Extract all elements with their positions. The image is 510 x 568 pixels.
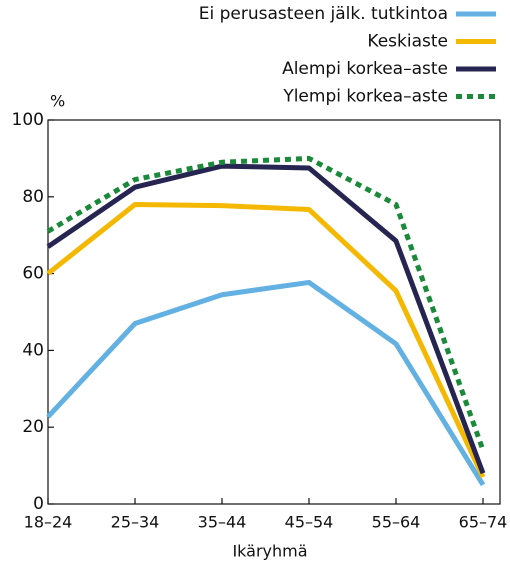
x-tick-label: 65–74: [459, 513, 508, 532]
x-tick-label: 18–24: [24, 513, 73, 532]
x-axis-title: Ikäryhmä: [232, 542, 307, 561]
x-tick-label: 35–44: [198, 513, 247, 532]
series-line: [46, 163, 486, 475]
x-tick-label: 25–34: [111, 513, 160, 532]
legend-label: Ei perusasteen jälk. tutkintoa: [199, 4, 448, 24]
x-tick-label: 55–64: [372, 513, 421, 532]
y-tick-label: 20: [22, 417, 44, 437]
y-tick-label: 60: [22, 264, 44, 284]
legend-label: Alempi korkea–aste: [282, 59, 448, 79]
y-tick-label: 100: [12, 110, 44, 130]
series-line: [46, 155, 486, 452]
legend-label: Keskiaste: [367, 32, 448, 52]
y-tick-label: 0: [33, 494, 44, 514]
y-axis-title: %: [50, 92, 65, 111]
series-line: [46, 201, 486, 479]
plot-frame: [47, 119, 501, 505]
y-tick-label: 40: [22, 340, 44, 360]
y-tick-label: 80: [22, 187, 44, 207]
x-tick-label: 45–54: [285, 513, 334, 532]
series-line: [46, 279, 486, 487]
legend-label: Ylempi korkea–aste: [282, 87, 448, 107]
